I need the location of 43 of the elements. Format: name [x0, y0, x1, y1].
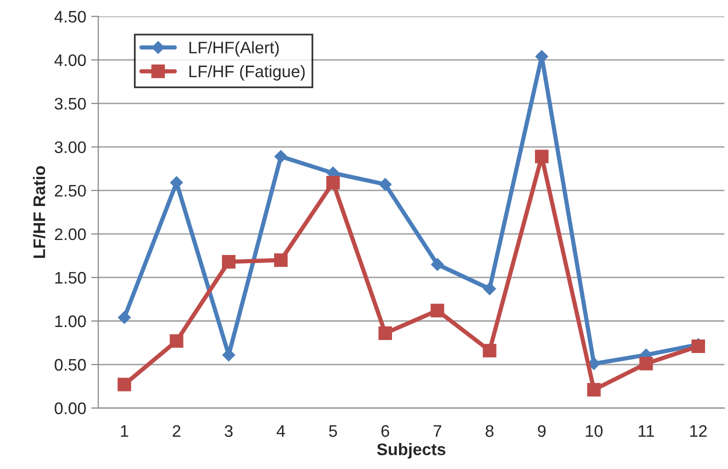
point [274, 253, 288, 267]
x-tick-label: 2 [172, 425, 180, 437]
point [587, 382, 601, 397]
point [118, 378, 132, 392]
y-tick-label: 4.50 [54, 10, 86, 23]
x-tick-label: 9 [538, 425, 546, 437]
point [378, 326, 392, 340]
point [482, 344, 496, 358]
y-tick-label: 0.50 [54, 358, 86, 371]
x-tick-label: 7 [434, 425, 442, 437]
x-tick-label: 6 [381, 425, 390, 437]
point [378, 178, 392, 191]
point [430, 258, 444, 271]
point [326, 176, 340, 190]
legend-label: LF/HF(Alert) [189, 41, 279, 57]
x-tick-label: 5 [329, 425, 337, 437]
x-tick-label: 4 [276, 425, 286, 437]
point [639, 356, 653, 370]
point [588, 357, 600, 370]
x-tick-label: 1 [121, 425, 128, 437]
y-tick-label: 0.00 [54, 402, 86, 414]
x-tick-label: 10 [586, 425, 603, 437]
x-tick-label: 8 [486, 425, 494, 437]
y-axis-title: LF/HF Ratio [32, 166, 46, 258]
y-tick-label: 1.50 [55, 272, 86, 284]
y-tick-label: 2.00 [54, 228, 86, 240]
y-tick-label: 3.50 [54, 98, 86, 110]
point [222, 255, 236, 269]
point [274, 150, 288, 163]
point [534, 150, 549, 164]
point [430, 304, 444, 318]
legend-label: LF/HF (Fatigue) [189, 65, 305, 81]
y-tick-label: 1.00 [55, 315, 86, 328]
point [170, 334, 184, 348]
x-axis-title: Subjects [377, 443, 446, 459]
point [118, 311, 131, 324]
y-tick-label: 3.00 [54, 141, 86, 154]
point [483, 282, 496, 296]
y-tick-label: 2.50 [54, 184, 86, 197]
y-tick-label: 4.00 [54, 54, 86, 66]
x-tick-label: 11 [638, 425, 654, 437]
x-tick-label: 12 [690, 425, 707, 437]
x-tick-label: 3 [224, 425, 233, 437]
